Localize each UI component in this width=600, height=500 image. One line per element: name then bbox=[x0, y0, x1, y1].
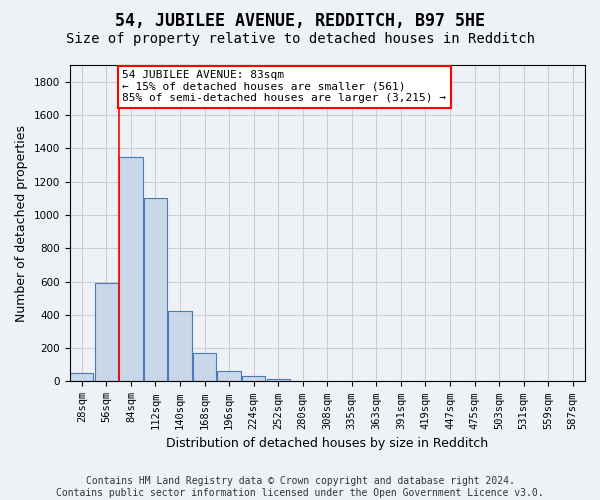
Bar bbox=[95, 283, 118, 382]
Bar bbox=[70, 373, 94, 382]
Text: 54, JUBILEE AVENUE, REDDITCH, B97 5HE: 54, JUBILEE AVENUE, REDDITCH, B97 5HE bbox=[115, 12, 485, 30]
Bar bbox=[144, 198, 167, 382]
Bar bbox=[242, 376, 265, 382]
Bar bbox=[291, 380, 314, 382]
Y-axis label: Number of detached properties: Number of detached properties bbox=[15, 124, 28, 322]
Bar bbox=[217, 372, 241, 382]
Bar bbox=[169, 312, 191, 382]
Bar bbox=[193, 353, 216, 382]
Text: 54 JUBILEE AVENUE: 83sqm
← 15% of detached houses are smaller (561)
85% of semi-: 54 JUBILEE AVENUE: 83sqm ← 15% of detach… bbox=[122, 70, 446, 103]
Text: Size of property relative to detached houses in Redditch: Size of property relative to detached ho… bbox=[65, 32, 535, 46]
Bar bbox=[266, 379, 290, 382]
X-axis label: Distribution of detached houses by size in Redditch: Distribution of detached houses by size … bbox=[166, 437, 488, 450]
Bar bbox=[119, 156, 143, 382]
Text: Contains HM Land Registry data © Crown copyright and database right 2024.
Contai: Contains HM Land Registry data © Crown c… bbox=[56, 476, 544, 498]
